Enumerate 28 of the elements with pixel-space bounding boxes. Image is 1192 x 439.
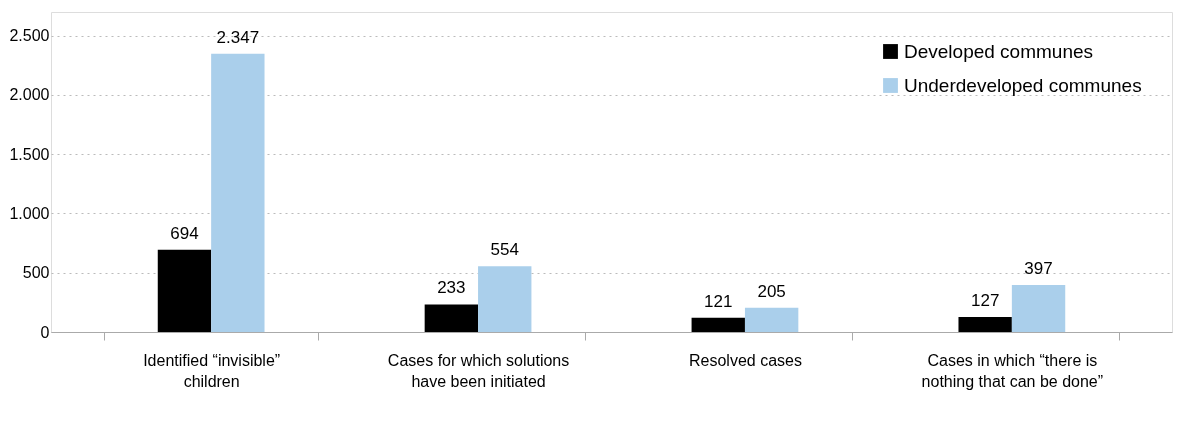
y-tick-label: 1.000 — [9, 204, 50, 222]
bar — [958, 316, 1012, 332]
bar — [744, 307, 799, 332]
data-label: 205 — [757, 281, 786, 301]
data-label: 121 — [704, 291, 733, 311]
bar — [478, 266, 532, 332]
bar — [1011, 284, 1066, 332]
bar — [691, 317, 745, 332]
y-tick-label: 1.500 — [9, 145, 50, 163]
data-label: 554 — [490, 240, 519, 260]
bar — [211, 53, 265, 332]
legend-label: Underdeveloped communes — [904, 74, 1142, 96]
data-label: 397 — [1024, 258, 1053, 278]
data-label: 127 — [970, 290, 1000, 310]
legend-label: Developed communes — [904, 40, 1094, 62]
bar — [424, 304, 479, 332]
x-tick-label: Cases in which “there is nothing that can be done” — [921, 351, 1104, 390]
x-tick-label: Cases for which solutions have been initiated — [387, 351, 570, 390]
y-tick-label: 0 — [40, 323, 50, 341]
y-tick-label: 500 — [22, 264, 50, 282]
x-tick-label: Identified “invisible” children — [143, 351, 281, 390]
y-tick-label: 2.000 — [9, 86, 50, 104]
y-tick-label: 2.500 — [9, 27, 50, 45]
data-label: 694 — [170, 223, 199, 243]
x-tick-label: Resolved cases — [688, 351, 802, 369]
data-label: 2.347 — [216, 27, 260, 47]
bar — [157, 249, 212, 332]
data-label: 233 — [437, 278, 466, 298]
